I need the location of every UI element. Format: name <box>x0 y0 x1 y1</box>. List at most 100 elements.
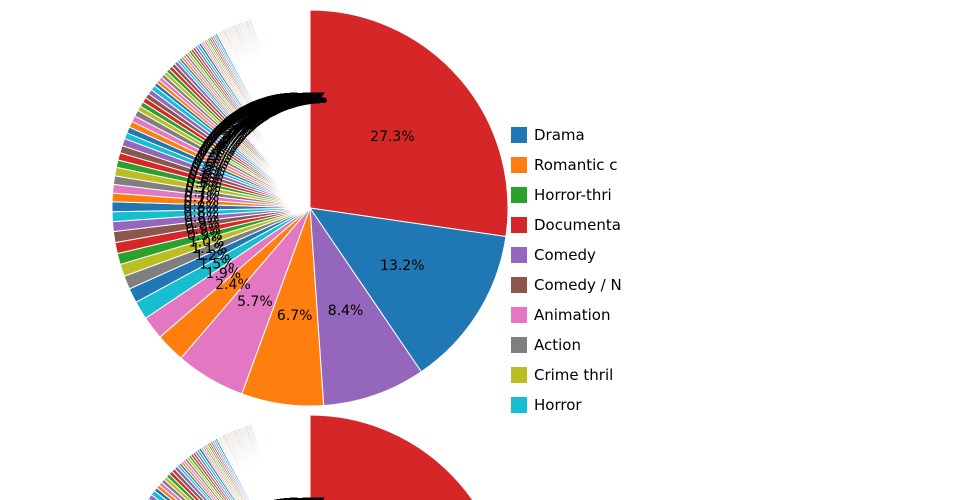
pct-label: 0.1% <box>258 97 294 113</box>
pct-label: 0.1% <box>270 499 306 500</box>
pct-label: 0.3% <box>217 121 253 137</box>
pct-label: 0.1% <box>289 496 325 500</box>
pct-label: 0.1% <box>275 498 311 500</box>
pct-label: 2.4% <box>215 277 251 293</box>
pct-label: 0.1% <box>241 104 277 120</box>
pct-label: 0.1% <box>237 106 273 122</box>
pct-label: 0.1% <box>288 496 324 500</box>
pct-label: 0.1% <box>275 93 311 109</box>
pct-label: 0.1% <box>278 92 314 108</box>
legend-label: Horror-thri <box>534 187 612 203</box>
pct-label: 0.1% <box>278 497 314 500</box>
pct-label: 0.8% <box>184 210 220 226</box>
pct-label: 0.1% <box>236 107 272 123</box>
pct-label: 0.1% <box>283 497 319 500</box>
legend-item-romantic-c: Romantic c <box>511 150 622 180</box>
pct-label: 0.1% <box>273 498 309 500</box>
pct-label: 0.1% <box>273 93 309 109</box>
pct-label: 0.2% <box>229 111 265 127</box>
pct-label: 0.2% <box>225 114 261 130</box>
pct-label: 0.9% <box>187 228 223 244</box>
pct-label: 0.1% <box>260 96 296 112</box>
pct-label: 0.1% <box>274 498 310 500</box>
pct-label: 0.1% <box>243 103 279 119</box>
pct-label: 0.1% <box>246 101 282 117</box>
pct-label: 0.1% <box>288 91 324 107</box>
pct-label: 0.1% <box>241 104 277 120</box>
pct-label: 0.3% <box>211 127 247 143</box>
pct-label: 27.3% <box>370 129 414 145</box>
pct-label: 0.7% <box>184 185 220 201</box>
pct-label: 0.2% <box>232 110 268 126</box>
pie-slice <box>308 414 311 500</box>
legend-item-comedy: Comedy <box>511 240 622 270</box>
pct-label: 0.1% <box>261 96 297 112</box>
pct-label: 0.1% <box>268 499 304 500</box>
legend-label: Comedy <box>534 247 596 263</box>
pct-label: 0.1% <box>281 497 317 500</box>
pct-label: 1.0% <box>189 234 225 250</box>
pct-label: 0.1% <box>258 97 294 113</box>
pct-label: 0.1% <box>280 497 316 500</box>
pct-label: 0.1% <box>292 91 328 107</box>
pct-label: 0.1% <box>279 497 315 500</box>
pct-label: 0.1% <box>243 103 279 119</box>
pct-label: 0.1% <box>247 101 283 117</box>
pct-label: 0.5% <box>194 154 230 170</box>
pct-label: 0.1% <box>259 96 295 112</box>
pct-label: 0.1% <box>263 95 299 111</box>
pct-label: 0.1% <box>285 91 321 107</box>
pct-label: 0.1% <box>281 497 317 500</box>
pct-label: 0.1% <box>235 107 271 123</box>
pct-label: 0.3% <box>213 126 249 142</box>
pct-label: 0.1% <box>285 91 321 107</box>
pct-label: 0.1% <box>270 94 306 110</box>
pct-label: 0.4% <box>198 145 234 161</box>
pct-label: 0.1% <box>284 91 320 107</box>
pct-label: 0.1% <box>270 498 306 500</box>
pie: 27.3% 13.2% 8.4% 6.7%5.7%2.4%1.9%1.5%1.2%1.… <box>111 9 509 407</box>
pct-label: 0.1% <box>277 497 313 500</box>
pct-label: 0.3% <box>209 130 245 146</box>
legend-swatch <box>511 337 527 353</box>
legend-label: Drama <box>534 127 585 143</box>
pct-label: 0.1% <box>242 103 278 119</box>
pct-label: 0.1% <box>275 93 311 109</box>
pct-label: 0.1% <box>278 92 314 108</box>
pct-label: 0.1% <box>244 102 280 118</box>
pct-label: 1.2% <box>195 248 231 264</box>
pct-label: 0.7% <box>185 180 221 196</box>
pct-label: 0.1% <box>267 94 303 110</box>
pct-label: 0.4% <box>206 134 242 150</box>
pct-label: 0.9% <box>186 222 222 238</box>
pct-label: 0.1% <box>264 95 300 111</box>
pct-label: 0.1% <box>282 92 318 108</box>
pct-label: 0.6% <box>187 172 223 188</box>
pct-label: 0.1% <box>276 92 312 108</box>
pct-label: 0.1% <box>288 91 324 107</box>
pct-label: 0.1% <box>272 498 308 500</box>
pct-label: 0.1% <box>246 102 282 118</box>
pct-label: 6.7% <box>277 308 313 324</box>
pct-label: 0.3% <box>218 120 254 136</box>
pct-label: 0.1% <box>276 497 312 500</box>
pct-label: 0.1% <box>233 108 269 124</box>
pct-label: 0.1% <box>289 91 325 107</box>
pct-label: 0.1% <box>250 100 286 116</box>
pct-label: 0.1% <box>252 99 288 115</box>
pct-label: 0.2% <box>223 116 259 132</box>
pct-label: 0.8% <box>183 205 219 221</box>
pct-label: 0.1% <box>287 496 323 500</box>
pct-label: 0.1% <box>270 93 306 109</box>
legend-item-horror: Horror <box>511 390 622 420</box>
pct-label: 0.3% <box>207 132 243 148</box>
pct-label: 0.1% <box>280 92 316 108</box>
pct-label: 0.1% <box>284 496 320 500</box>
legend-item-drama: Drama <box>511 120 622 150</box>
pct-label: 0.1% <box>286 496 322 500</box>
pct-label: 0.9% <box>185 216 221 232</box>
pct-label: 0.1% <box>239 105 275 121</box>
pct-label: 0.1% <box>269 94 305 110</box>
pct-label: 0.1% <box>257 97 293 113</box>
